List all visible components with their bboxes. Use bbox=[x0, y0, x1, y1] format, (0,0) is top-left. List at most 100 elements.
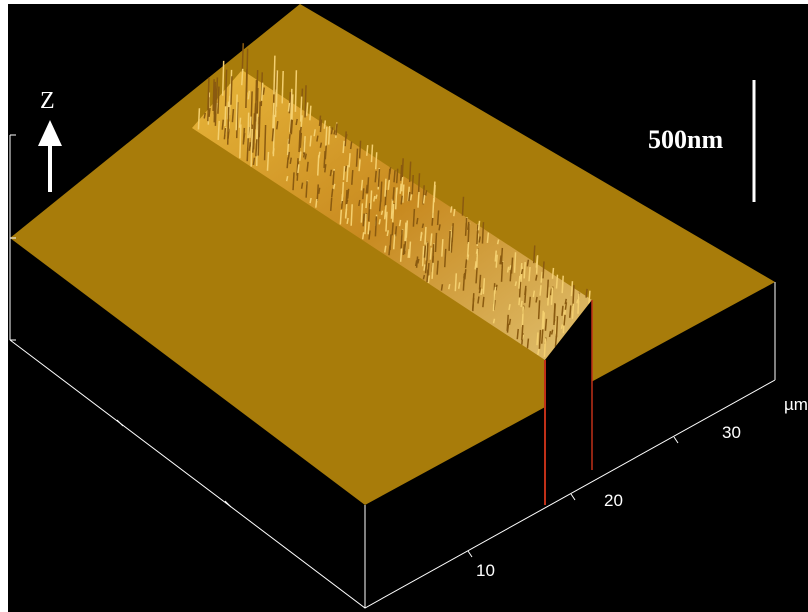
spike bbox=[318, 155, 319, 175]
spike bbox=[570, 305, 571, 317]
spike bbox=[507, 324, 508, 333]
spike bbox=[509, 304, 510, 310]
spike bbox=[310, 106, 311, 121]
spike bbox=[522, 269, 523, 274]
spike bbox=[400, 220, 401, 226]
spike bbox=[380, 200, 381, 211]
spike bbox=[290, 158, 291, 164]
spike bbox=[544, 338, 545, 357]
spike bbox=[418, 192, 419, 208]
spike bbox=[426, 190, 427, 196]
spike bbox=[477, 225, 478, 245]
spike bbox=[498, 240, 499, 245]
spike bbox=[431, 233, 432, 245]
spike bbox=[345, 131, 346, 146]
spike bbox=[208, 97, 209, 121]
spike bbox=[390, 234, 391, 250]
spike bbox=[441, 284, 442, 290]
spike bbox=[363, 188, 364, 199]
spike bbox=[539, 300, 540, 319]
spike bbox=[305, 85, 306, 117]
spike bbox=[351, 204, 352, 226]
spike bbox=[479, 287, 480, 293]
spike bbox=[589, 291, 590, 304]
spike bbox=[409, 192, 410, 201]
spike bbox=[394, 170, 395, 182]
spike bbox=[527, 339, 528, 349]
spike bbox=[418, 259, 419, 263]
spike bbox=[555, 336, 556, 347]
spike bbox=[289, 92, 290, 113]
spike bbox=[403, 244, 404, 255]
spike bbox=[493, 290, 494, 311]
spike bbox=[396, 188, 397, 209]
spike bbox=[288, 152, 289, 160]
spike bbox=[423, 246, 424, 266]
spike bbox=[561, 324, 562, 328]
spike bbox=[304, 152, 305, 157]
spike bbox=[376, 195, 377, 199]
spike bbox=[363, 232, 364, 239]
spike bbox=[442, 239, 443, 257]
spike bbox=[371, 145, 372, 163]
spike bbox=[412, 175, 413, 194]
spike bbox=[537, 332, 538, 345]
spike bbox=[401, 248, 402, 261]
spike bbox=[437, 261, 438, 275]
spike bbox=[519, 276, 520, 289]
spike bbox=[556, 317, 557, 338]
spike bbox=[319, 188, 320, 194]
spike bbox=[267, 152, 268, 171]
spike bbox=[244, 133, 245, 142]
spike bbox=[296, 119, 297, 125]
spike bbox=[251, 129, 252, 167]
spike bbox=[452, 223, 453, 242]
spike bbox=[468, 223, 469, 243]
spike bbox=[298, 164, 299, 173]
spike bbox=[393, 187, 394, 200]
spike bbox=[301, 115, 302, 128]
spike bbox=[522, 325, 523, 340]
spike bbox=[401, 196, 402, 205]
spike bbox=[306, 181, 307, 197]
spike bbox=[340, 210, 341, 224]
spike bbox=[577, 299, 578, 303]
spike bbox=[198, 108, 199, 129]
spike bbox=[348, 189, 349, 199]
spike bbox=[529, 297, 530, 308]
spike bbox=[390, 167, 391, 174]
spike bbox=[477, 249, 478, 270]
x-tick-label: 20 bbox=[604, 491, 623, 510]
spike bbox=[336, 123, 337, 135]
spike bbox=[300, 127, 301, 135]
spike bbox=[427, 270, 428, 283]
spike bbox=[371, 190, 372, 209]
spike bbox=[421, 233, 422, 239]
spike bbox=[374, 196, 375, 201]
spike bbox=[282, 71, 283, 103]
spike bbox=[525, 288, 526, 303]
spike bbox=[250, 117, 251, 138]
spike bbox=[343, 141, 344, 153]
spike bbox=[209, 108, 210, 117]
spike bbox=[242, 69, 243, 85]
spike bbox=[392, 223, 393, 236]
spike bbox=[541, 272, 542, 283]
spike bbox=[347, 218, 348, 224]
spike bbox=[288, 103, 289, 112]
spike bbox=[509, 319, 510, 325]
spike bbox=[483, 297, 484, 307]
spike bbox=[573, 285, 574, 306]
spike bbox=[479, 221, 480, 230]
spike bbox=[295, 70, 296, 112]
spike bbox=[342, 182, 343, 201]
spike bbox=[204, 113, 205, 119]
spike bbox=[334, 130, 335, 134]
spike bbox=[487, 233, 488, 243]
spike bbox=[468, 242, 469, 257]
spike bbox=[361, 180, 362, 191]
spike bbox=[476, 268, 477, 284]
spike bbox=[324, 151, 325, 168]
spike bbox=[537, 255, 538, 274]
spike bbox=[368, 222, 369, 234]
